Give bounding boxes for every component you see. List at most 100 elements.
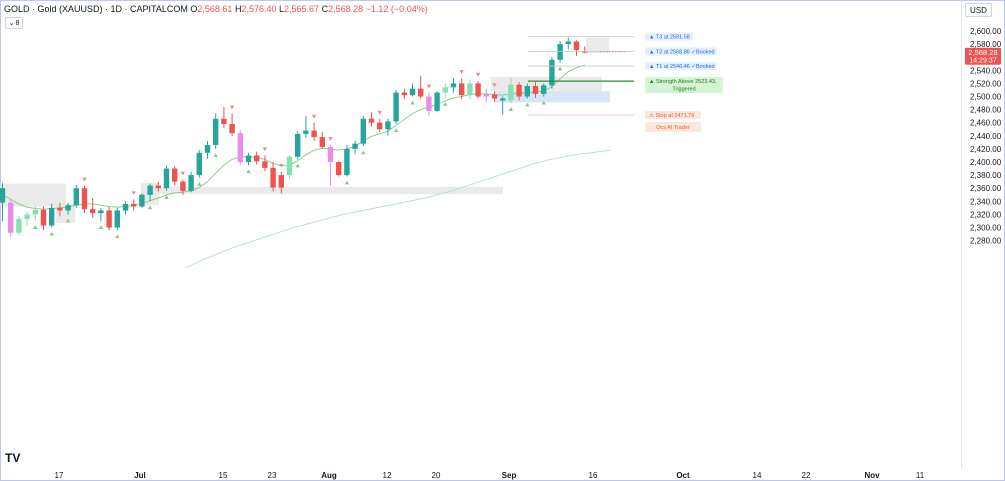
candle-body bbox=[147, 185, 153, 195]
y-tick-label: 2,540.00 bbox=[970, 66, 1002, 75]
buy-signal-marker bbox=[115, 234, 120, 239]
candle bbox=[311, 122, 317, 142]
candle bbox=[582, 46, 588, 54]
candle bbox=[327, 144, 334, 186]
buy-signal-marker bbox=[213, 153, 218, 157]
buy-signal-marker bbox=[33, 225, 38, 229]
y-tick-label: 2,400.00 bbox=[970, 158, 1002, 167]
low-label: L bbox=[279, 4, 285, 14]
buy-signal-marker bbox=[525, 102, 530, 107]
brand-label: Ocs AI Trader bbox=[656, 125, 690, 131]
indicators-toggle-button[interactable]: ⌄ 8 bbox=[5, 17, 23, 29]
candle-body bbox=[204, 144, 211, 153]
candle-body bbox=[73, 188, 79, 206]
candle-body bbox=[368, 118, 375, 123]
x-tick-label: Nov bbox=[864, 471, 880, 480]
candle bbox=[8, 199, 14, 237]
buy-signal-marker bbox=[344, 180, 350, 185]
y-tick-label: 2,600.00 bbox=[970, 27, 1002, 36]
candle bbox=[163, 165, 170, 191]
sell-signal-marker bbox=[492, 83, 497, 88]
candle bbox=[442, 83, 448, 98]
candle bbox=[229, 113, 235, 136]
candle bbox=[40, 206, 47, 231]
candle-body bbox=[131, 203, 137, 207]
candle-body bbox=[303, 130, 309, 134]
y-tick-label: 2,580.00 bbox=[970, 40, 1002, 49]
tv-logo-group: TV bbox=[5, 451, 20, 465]
candle-body bbox=[508, 84, 514, 101]
indicator-count: 8 bbox=[15, 19, 20, 27]
sell-signal-marker bbox=[82, 177, 87, 182]
sell-signal-marker bbox=[180, 171, 186, 176]
x-tick-label: Aug bbox=[321, 471, 337, 480]
candle-body bbox=[516, 84, 522, 97]
candle-body bbox=[155, 185, 161, 189]
high-label: H bbox=[234, 4, 242, 14]
y-tick-label: 2,420.00 bbox=[970, 145, 1002, 154]
symbol-info-bar: GOLD · Gold (XAUUSD) · 1D · CAPITALCOM O… bbox=[4, 4, 428, 14]
candle bbox=[483, 88, 489, 102]
buy-signal-marker bbox=[443, 102, 448, 106]
candle-body bbox=[336, 162, 342, 176]
candle-body bbox=[163, 168, 170, 189]
candle-body bbox=[582, 51, 588, 53]
zone-box-6 bbox=[586, 37, 609, 54]
candle-body bbox=[573, 41, 580, 50]
signal-markers bbox=[33, 66, 563, 239]
candle-body bbox=[442, 87, 448, 93]
last-price-value: 2,568.28 bbox=[968, 48, 997, 57]
candles bbox=[0, 37, 588, 237]
candle-body bbox=[450, 83, 457, 88]
candle bbox=[565, 37, 571, 50]
tradingview-logo-icon: TV bbox=[5, 451, 20, 465]
candle-body bbox=[344, 148, 350, 176]
candle bbox=[245, 152, 252, 166]
candle-body bbox=[311, 130, 317, 138]
candle bbox=[254, 151, 260, 165]
candle-body bbox=[327, 146, 334, 162]
candle-body bbox=[409, 88, 416, 96]
candle-body bbox=[213, 118, 219, 145]
candle bbox=[57, 202, 63, 217]
candle bbox=[360, 116, 366, 147]
target-levels: ▲ T3 at 2591.58 ▲ T2 at 2568.86 ✓Booked ▲ … bbox=[528, 32, 723, 132]
x-axis: 17 Jul 15 23 Aug 12 20 Sep 16 Oct 14 22 Nov 11 bbox=[55, 471, 925, 480]
candle bbox=[204, 141, 211, 159]
candle bbox=[491, 91, 498, 102]
candle-body bbox=[49, 207, 55, 226]
currency-button[interactable]: USD bbox=[965, 3, 992, 17]
level-label-box-t1 bbox=[645, 62, 717, 71]
low-value: 2,565.67 bbox=[284, 4, 320, 14]
y-tick-label: 2,520.00 bbox=[970, 79, 1002, 88]
symbol-title[interactable]: GOLD · Gold (XAUUSD) · 1D · CAPITALCOM bbox=[4, 4, 188, 14]
candle bbox=[418, 75, 424, 99]
y-tick-label: 2,320.00 bbox=[970, 210, 1002, 219]
candle bbox=[368, 112, 375, 127]
buy-signal-marker bbox=[164, 195, 169, 199]
price-scale-panel[interactable] bbox=[961, 0, 1005, 468]
currency-label: USD bbox=[970, 5, 987, 15]
x-tick-label: 14 bbox=[753, 471, 762, 480]
level-label-box-strength bbox=[645, 77, 723, 94]
sell-signal-marker bbox=[311, 114, 317, 119]
sell-signal-marker bbox=[475, 72, 481, 77]
candle-body bbox=[377, 122, 383, 130]
candle-body bbox=[286, 156, 293, 176]
x-tick-label: Jul bbox=[134, 471, 146, 480]
candle bbox=[295, 131, 301, 160]
candle-body bbox=[106, 210, 112, 228]
buy-signal-marker bbox=[508, 107, 514, 112]
candle bbox=[213, 113, 219, 149]
sell-signal-marker bbox=[377, 110, 382, 115]
candle-body bbox=[352, 143, 358, 149]
candle bbox=[532, 82, 539, 98]
level-label-box-t2 bbox=[645, 47, 717, 56]
open-label: O bbox=[190, 4, 198, 14]
candle bbox=[524, 83, 530, 99]
candle-body bbox=[180, 181, 186, 191]
x-tick-label: 17 bbox=[55, 471, 64, 480]
sell-signal-marker bbox=[131, 191, 136, 196]
